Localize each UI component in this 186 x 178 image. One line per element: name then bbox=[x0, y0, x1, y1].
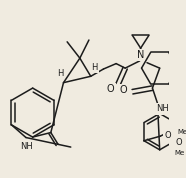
Text: NH: NH bbox=[156, 104, 169, 113]
Text: N: N bbox=[137, 50, 144, 60]
Text: NH: NH bbox=[20, 142, 33, 151]
Text: O: O bbox=[176, 138, 182, 147]
Text: O: O bbox=[107, 84, 115, 94]
Text: O: O bbox=[164, 131, 171, 140]
Text: Me: Me bbox=[178, 129, 186, 135]
Text: O: O bbox=[120, 85, 127, 95]
Text: Me: Me bbox=[174, 150, 184, 156]
Text: H: H bbox=[57, 69, 63, 78]
Text: H: H bbox=[91, 63, 97, 72]
